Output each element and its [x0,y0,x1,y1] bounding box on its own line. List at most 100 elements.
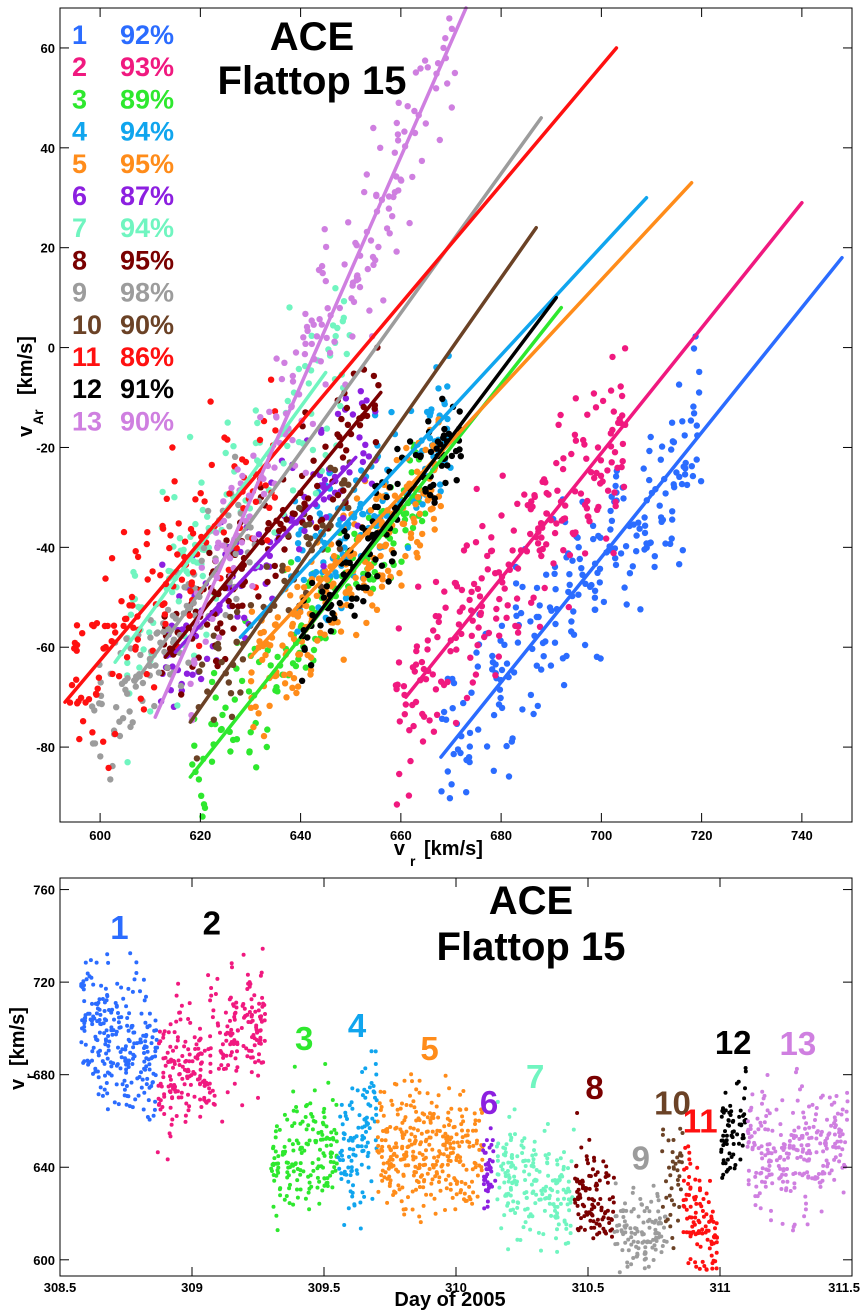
segment-2-point [233,1056,238,1061]
segment-5-point [477,1118,482,1123]
segment-7-point [523,1178,528,1182]
segment-1-point [93,1034,98,1039]
segment-6-point [487,1167,492,1172]
series-13-point [187,680,194,687]
segment-3-point [330,1170,335,1175]
segment-13-point [783,1172,788,1177]
segment-2-point [241,1044,246,1048]
series-2-point [469,679,476,686]
segment-1-point [128,1050,133,1055]
segment-1-point [97,1018,102,1022]
segment-13-point [767,1173,772,1177]
segment-3-point [319,1129,324,1134]
series-1-point [683,481,691,489]
segment-2-point [258,973,263,978]
series-13-point [448,25,456,32]
segment-4-point [355,1144,360,1149]
segment-2-point [260,946,265,951]
segment-4-point [341,1158,345,1163]
series-2-point [560,547,567,554]
series-2-point [410,722,417,730]
segment-4-point [372,1119,377,1124]
segment-5-point [473,1118,478,1123]
segment-5-point [413,1164,418,1169]
segment-7-point [545,1122,550,1126]
segment-2-point [171,1048,175,1053]
series-6-point [189,671,196,678]
series-3-point [199,813,206,820]
segment-1-point [132,977,137,982]
segment-2-point [185,1076,190,1081]
segment-3-point [285,1170,290,1175]
segment-6-point [482,1206,487,1211]
segment-11-point [713,1226,717,1231]
segment-5-point [425,1129,430,1134]
segment-5-point [411,1149,416,1154]
segment-13-point [760,1101,764,1106]
series-6-point [362,441,369,448]
segment-13-point [832,1100,837,1105]
segment-5-point [388,1147,393,1152]
series-7-point [280,460,287,467]
series-11-point [89,729,96,736]
segment-5-point [412,1170,417,1174]
segment-11-point [702,1264,707,1268]
segment-13-point [806,1143,811,1147]
segment-9-point [634,1226,639,1231]
series-2-point [476,593,484,600]
series-2-point [503,614,510,621]
segment-4-point [360,1190,365,1195]
series-11-point [181,538,189,545]
segment-2-point [221,1055,226,1060]
series-6-fit-line [173,455,358,654]
segment-13-point [795,1098,800,1103]
segment-9-point [645,1239,650,1244]
segment-2-point [260,1004,265,1009]
series-7-point [286,304,293,311]
segment-7-point [532,1148,536,1153]
series-1-point [678,480,686,488]
series-6-point [301,527,308,535]
segment-3-point [334,1161,339,1166]
segment-12-point [733,1163,738,1167]
segment-9-point [613,1181,618,1186]
top-axes-layer: 600 620 640 660 680 700 720 740-80-60-40-200204… [36,7,853,843]
segment-11-point [709,1214,714,1219]
series-2-point [459,604,466,611]
series-2-point [509,547,516,554]
series-10-point [210,716,217,723]
series-13-point [289,378,297,385]
series-4-point [444,383,451,390]
segment-3-point [278,1193,283,1198]
series-2-point [597,457,605,464]
segment-13-point [782,1145,787,1150]
segment-1-point [151,1113,156,1118]
segment-13-point [778,1122,783,1127]
segment-7-point [564,1226,569,1231]
segment-8-point [601,1159,606,1164]
series-2-point [514,629,522,636]
segment-7-point [547,1201,552,1206]
segment-2-point [228,1053,233,1058]
segment-7-point [566,1179,571,1184]
segment-2-point [245,1054,250,1059]
segment-1-point [104,1028,109,1033]
segment-4-point [339,1148,344,1153]
series-8-point [275,527,283,535]
segment-4-point [342,1169,347,1174]
segment-7-point [533,1152,538,1157]
series-3-point [310,646,318,654]
segment-11-point [683,1145,688,1150]
series-1-point [533,662,540,669]
segment-13-point [800,1135,805,1140]
series-3-point [198,792,205,799]
segment-1-point [112,1017,116,1022]
segment-2-point [162,1092,167,1097]
segment-2-point [168,1022,173,1027]
segment-5-point [450,1150,455,1155]
segment-11-point [709,1253,714,1258]
series-9-point [116,718,123,725]
segment-9-point [633,1231,638,1236]
segment-3-point [320,1132,325,1137]
segment-5-point [460,1139,464,1144]
